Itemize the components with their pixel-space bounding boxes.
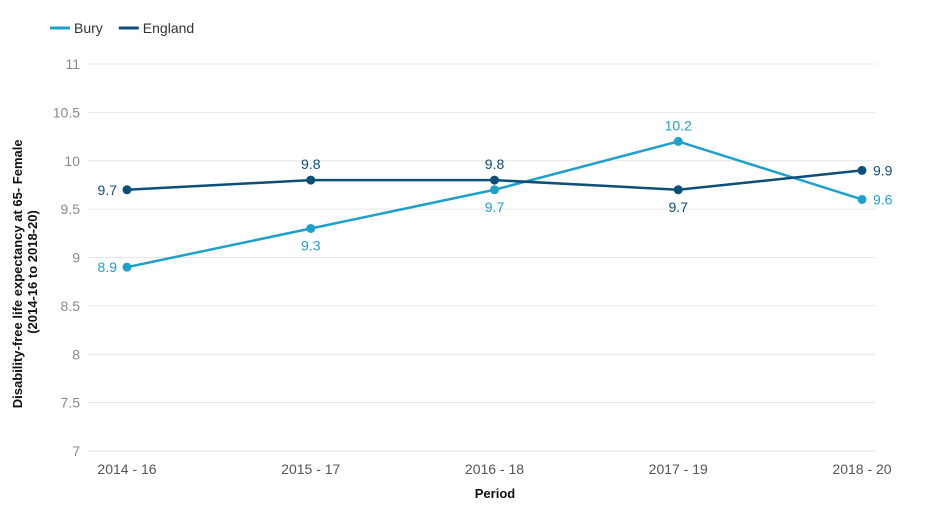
- y-tick-label: 8: [72, 346, 80, 362]
- bury-data-label: 9.3: [301, 237, 321, 253]
- england-data-label: 9.8: [301, 156, 321, 172]
- bury-data-label: 9.7: [485, 199, 505, 215]
- x-axis-title: Period: [475, 486, 516, 501]
- x-tick-label: 2017 - 19: [649, 461, 708, 477]
- england-data-label: 9.9: [873, 162, 893, 178]
- y-tick-label: 8.5: [61, 298, 81, 314]
- bury-point: [122, 262, 132, 272]
- england-point: [490, 175, 499, 185]
- y-tick-label: 9: [72, 250, 80, 266]
- england-point: [122, 185, 132, 195]
- grid-lines: [88, 63, 875, 452]
- y-axis-title: Disability-free life expectancy at 65- F…: [10, 136, 40, 408]
- legend-label: England: [143, 20, 194, 36]
- legend-item-bury[interactable]: Bury: [50, 20, 103, 36]
- y-tick-label: 7.5: [61, 395, 81, 411]
- bury-point: [673, 136, 683, 146]
- england-point: [306, 175, 316, 185]
- x-tick-label: 2016 - 18: [465, 461, 524, 477]
- y-tick-label: 11: [65, 56, 80, 72]
- bury-data-label: 8.9: [98, 259, 118, 275]
- bury-data-label: 9.6: [873, 191, 893, 207]
- legend-item-england[interactable]: England: [118, 20, 194, 36]
- y-axis-title-line-2: (2014-16 to 2018-20): [25, 210, 40, 334]
- x-axis-ticks: 2014 - 16 2015 - 17 2016 - 18 2017 - 19 2018…: [97, 461, 891, 477]
- y-tick-label: 10: [64, 153, 80, 169]
- y-tick-label: 9.5: [61, 201, 81, 217]
- england-data-label: 9.7: [669, 199, 689, 215]
- bury-point: [306, 223, 316, 233]
- x-tick-label: 2014 - 16: [97, 461, 156, 477]
- england-data-label: 9.8: [485, 156, 505, 172]
- chart-legend: Bury England: [50, 20, 194, 36]
- legend-label: Bury: [74, 20, 103, 36]
- y-axis-ticks: 7 7.5 8 8.5 9 9.5 10 10.5 11: [53, 56, 80, 459]
- series-group: 8.9 9.3 9.7 10.2 9.6 9.7 9.8 9.8 9.7 9.9: [98, 117, 893, 275]
- england-point: [673, 185, 683, 195]
- y-tick-label: 10.5: [53, 104, 80, 120]
- x-tick-label: 2015 - 17: [281, 461, 340, 477]
- y-tick-label: 7: [72, 443, 80, 459]
- bury-point: [857, 194, 867, 204]
- england-point: [857, 165, 867, 175]
- bury-point: [490, 185, 499, 195]
- y-axis-title-line-1: Disability-free life expectancy at 65- F…: [10, 139, 25, 408]
- bury-data-label: 10.2: [665, 117, 692, 133]
- x-tick-label: 2018 - 20: [832, 461, 891, 477]
- england-data-label: 9.7: [98, 182, 118, 198]
- series-bury: 8.9 9.3 9.7 10.2 9.6: [98, 117, 893, 275]
- series-england: 9.7 9.8 9.8 9.7 9.9: [98, 156, 893, 215]
